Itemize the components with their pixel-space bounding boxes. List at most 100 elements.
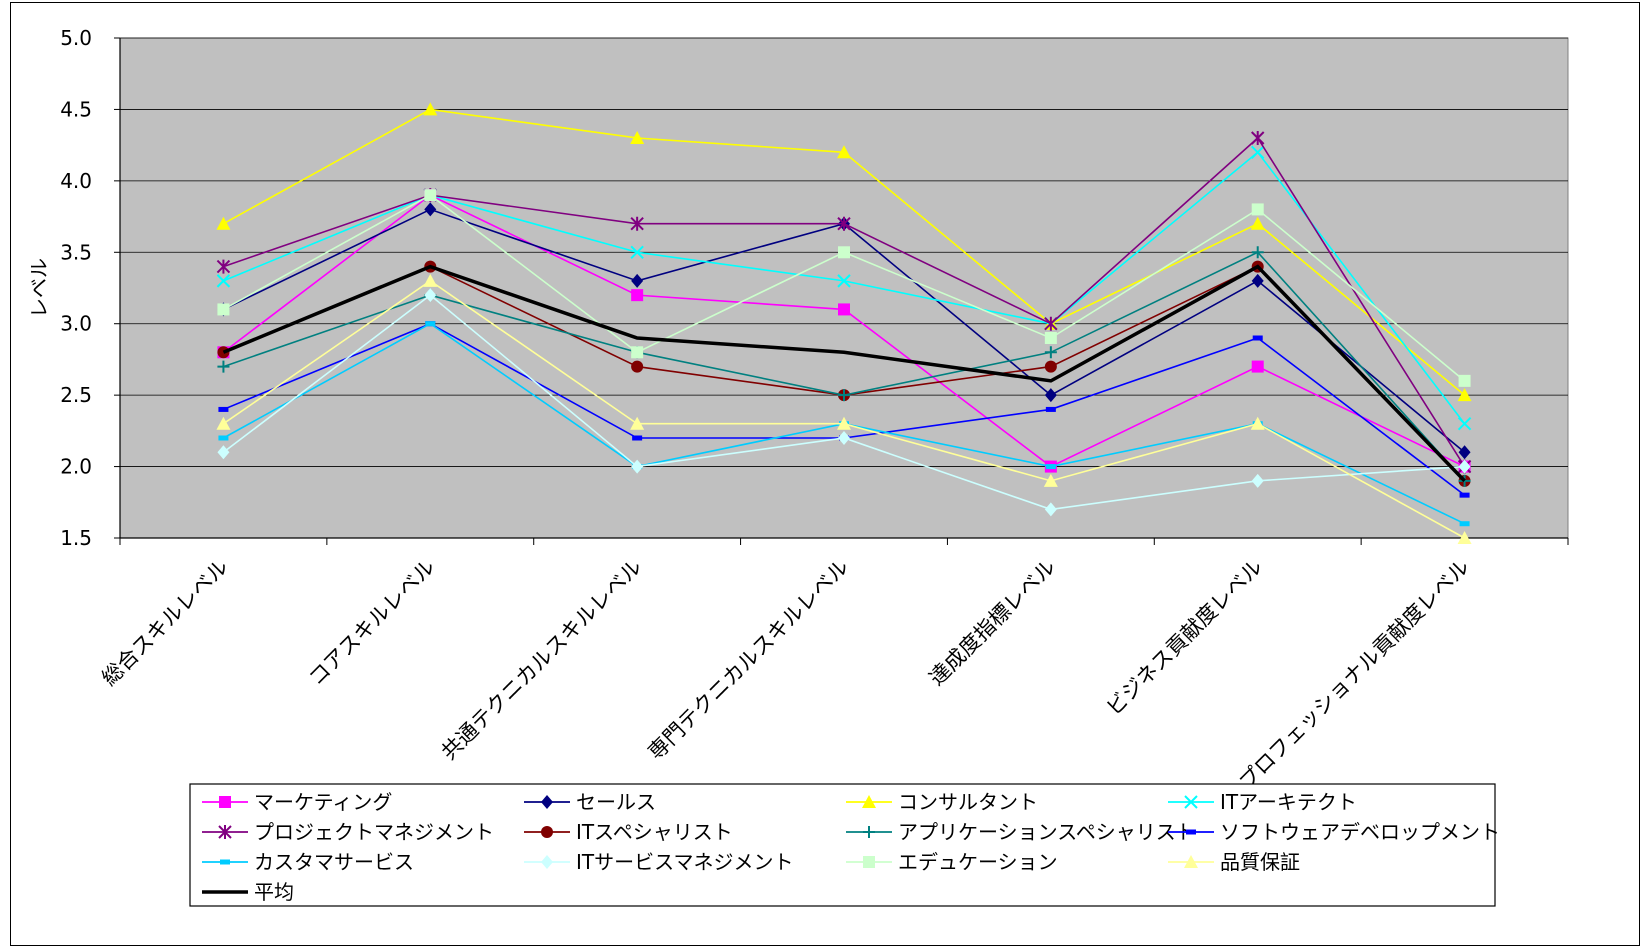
data-point <box>541 826 553 838</box>
data-point <box>423 273 438 287</box>
data-point <box>1251 131 1265 145</box>
legend-label: コンサルタント <box>898 790 1038 814</box>
data-point <box>216 259 231 274</box>
legend-item: マーケティング <box>202 790 392 814</box>
data-point <box>1044 346 1057 359</box>
data-point <box>631 273 644 288</box>
data-point <box>632 435 643 441</box>
data-point <box>1251 203 1264 216</box>
data-point <box>1045 406 1056 412</box>
data-point <box>217 445 230 460</box>
y-tick-label: 2.0 <box>60 455 92 479</box>
legend-label: カスタマサービス <box>254 850 414 874</box>
series-11 <box>216 273 1472 544</box>
data-point <box>1457 417 1472 431</box>
data-point <box>216 416 231 430</box>
data-point <box>220 859 230 865</box>
data-point <box>1043 473 1058 487</box>
data-point <box>1252 335 1263 341</box>
legend-item: セールス <box>524 790 656 814</box>
data-point <box>838 389 850 402</box>
legend-label: セールス <box>576 790 656 814</box>
data-point <box>1184 795 1198 809</box>
data-point <box>631 459 644 474</box>
x-category-label: 専門テクニカルスキルレベル <box>644 555 854 765</box>
y-tick-label: 4.0 <box>60 169 92 193</box>
x-category-label: 総合スキルレベル <box>97 555 233 691</box>
data-point <box>1457 388 1472 402</box>
legend-item: ITスペシャリスト <box>524 820 733 844</box>
data-point <box>1459 492 1470 498</box>
y-tick-label: 3.0 <box>60 312 92 336</box>
series-12 <box>222 264 1466 483</box>
data-point <box>837 216 851 231</box>
legend-item: カスタマサービス <box>202 850 414 874</box>
data-point <box>1250 416 1265 430</box>
legend-item: ITサービスマネジメント <box>524 850 794 874</box>
data-point <box>1186 829 1196 835</box>
data-point <box>216 216 231 230</box>
legend-item: アプリケーションスペシャリスト <box>846 820 1196 844</box>
data-point <box>1251 473 1264 488</box>
data-point <box>1251 273 1264 288</box>
data-point <box>1184 855 1198 868</box>
data-point <box>1251 360 1264 373</box>
data-point <box>630 245 644 259</box>
data-point <box>216 274 231 288</box>
plot-area <box>119 37 1569 539</box>
data-point <box>217 360 230 373</box>
series-9 <box>217 288 1471 517</box>
legend-label: 品質保証 <box>1220 850 1300 874</box>
data-point <box>218 825 232 839</box>
data-point <box>1251 145 1265 159</box>
data-point <box>631 360 644 373</box>
data-point <box>838 431 850 445</box>
legend-item: プロジェクトマネジメント <box>202 820 494 844</box>
data-point <box>424 202 437 217</box>
data-point <box>630 216 644 231</box>
data-point <box>424 189 437 202</box>
data-point <box>863 826 875 838</box>
data-point <box>424 288 437 303</box>
data-point <box>1045 464 1056 470</box>
data-point <box>1044 502 1057 517</box>
legend-box <box>189 783 1496 907</box>
legend-label: 平均 <box>254 880 294 904</box>
data-point <box>1458 445 1471 460</box>
legend-label: マーケティング <box>254 790 392 814</box>
legend-label: ソフトウェアデベロップメント <box>1220 820 1500 844</box>
x-category-label: 達成度指標レベル <box>925 555 1061 691</box>
data-point <box>541 795 553 809</box>
data-point <box>1044 316 1058 331</box>
x-category-label: コアスキルレベル <box>304 555 440 691</box>
data-point <box>630 131 645 144</box>
x-category-label: 共通テクニカルスキルレベル <box>437 555 647 765</box>
y-tick-label: 5.0 <box>60 26 92 50</box>
data-point <box>1044 360 1057 373</box>
legend-item: 平均 <box>202 880 294 904</box>
data-point <box>837 274 851 288</box>
data-point <box>1044 332 1057 344</box>
legend-item: ITアーキテクト <box>1168 790 1357 814</box>
data-point <box>218 435 229 441</box>
legend-item: ソフトウェアデベロップメント <box>1168 820 1500 844</box>
data-point <box>838 303 850 316</box>
y-tick-label: 3.5 <box>60 240 92 264</box>
data-point <box>218 406 229 412</box>
data-point <box>1251 246 1264 259</box>
legend-item: コンサルタント <box>846 790 1038 814</box>
data-point <box>1459 521 1470 527</box>
data-point <box>1250 216 1265 230</box>
legend-item: 品質保証 <box>1168 850 1300 874</box>
x-category-label: プロフェッショナル貢献度レベル <box>1234 555 1474 795</box>
data-point <box>630 416 645 430</box>
data-point <box>863 856 875 868</box>
legend-label: ITスペシャリスト <box>576 820 733 844</box>
data-point <box>631 289 644 302</box>
data-point <box>631 346 644 359</box>
data-point <box>1457 531 1472 544</box>
legend-label: ITアーキテクト <box>1220 790 1357 814</box>
data-point <box>837 416 851 430</box>
